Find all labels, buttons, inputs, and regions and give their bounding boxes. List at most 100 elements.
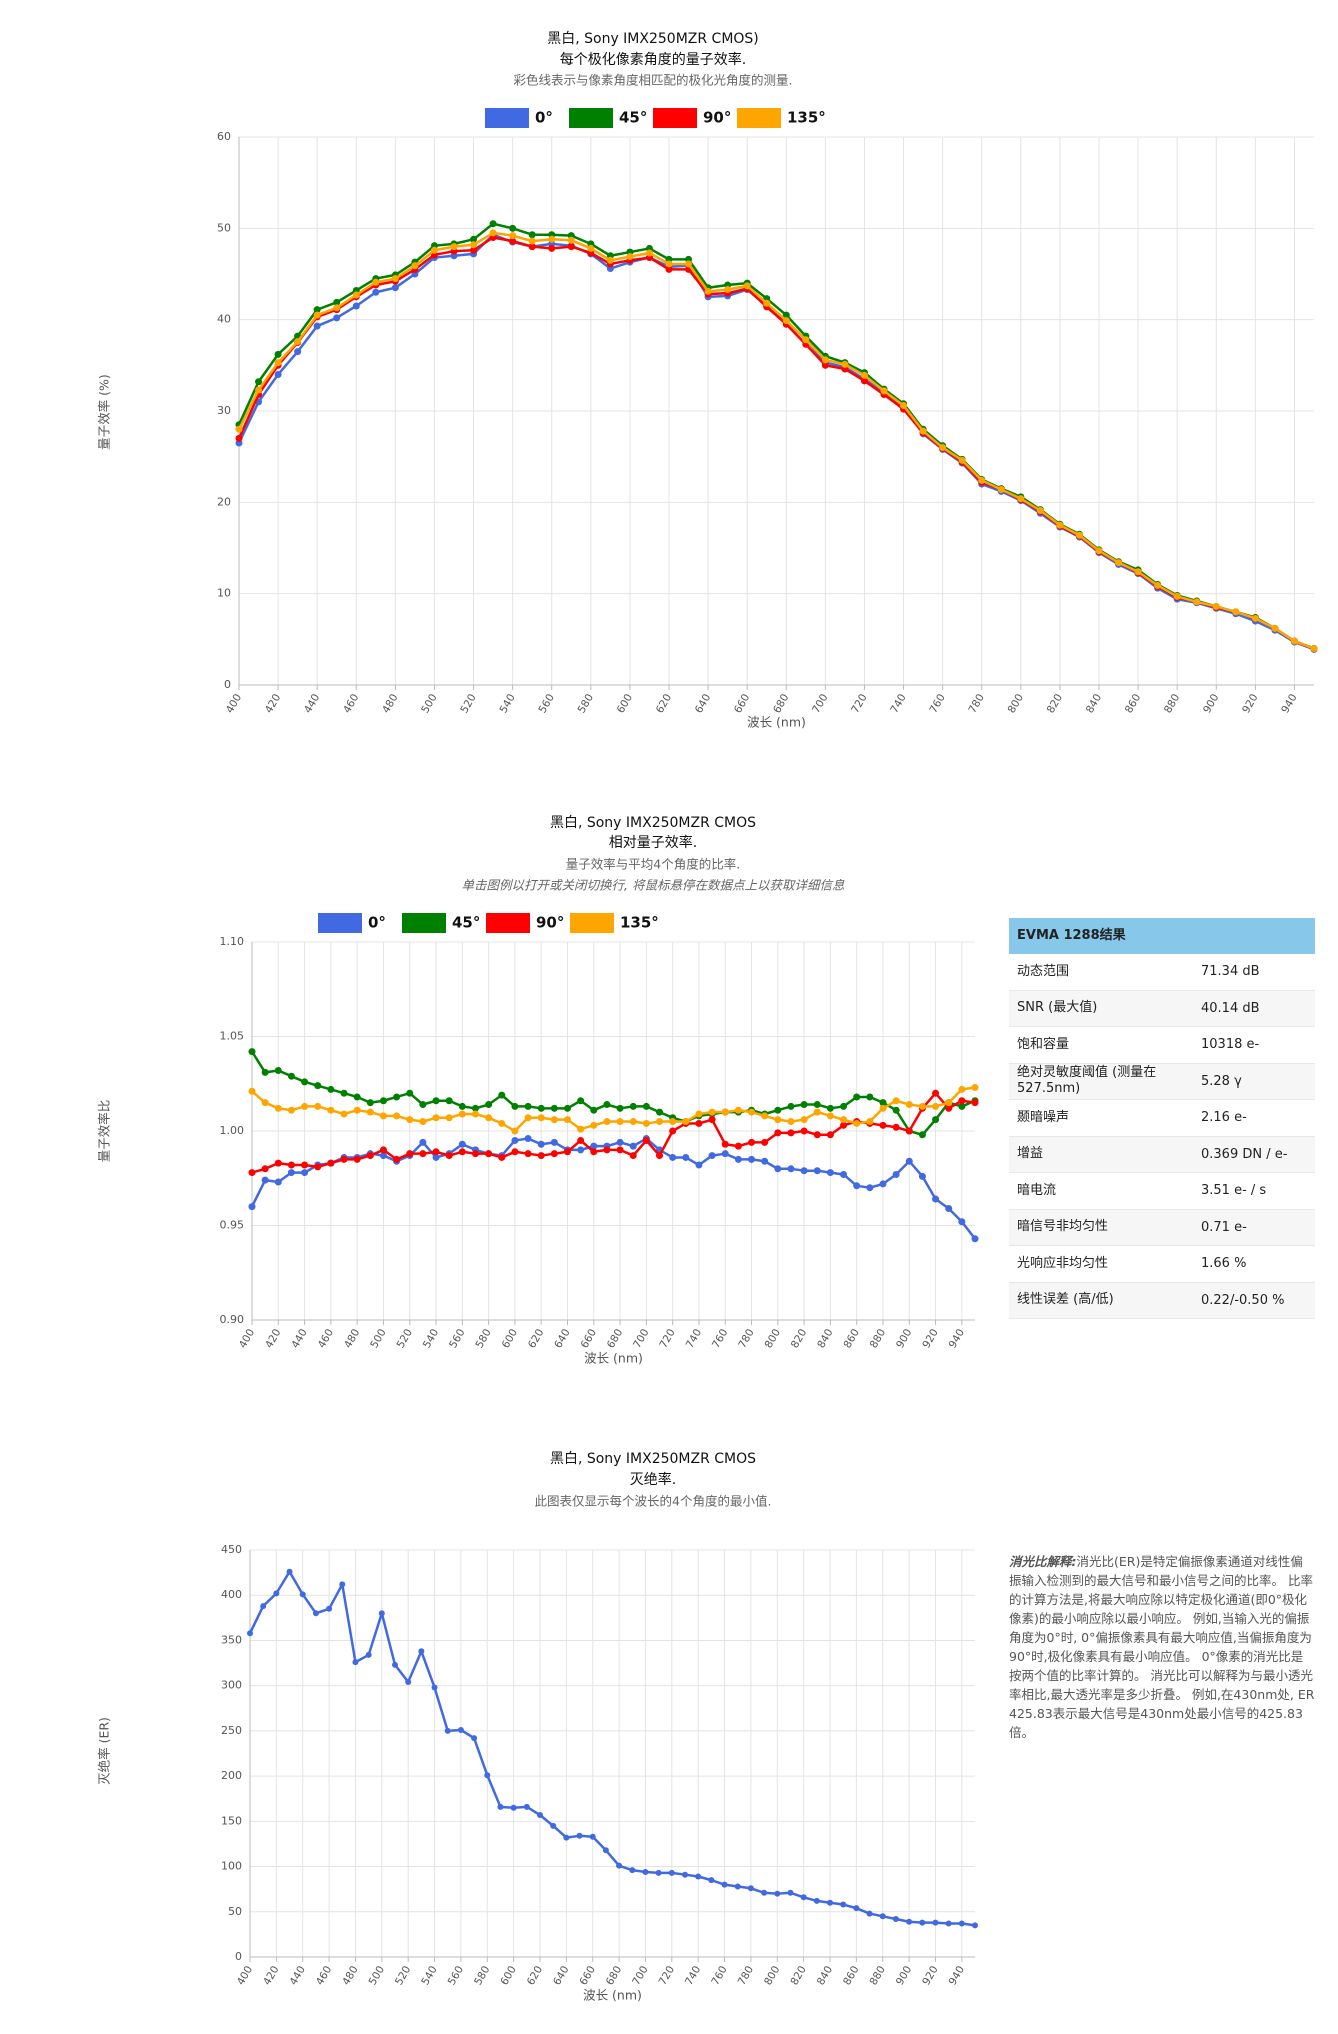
- x-tick-label: 820: [1045, 692, 1065, 715]
- legend-label[interactable]: 135°: [620, 914, 659, 932]
- data-point: [379, 1097, 387, 1105]
- legend-label[interactable]: 45°: [619, 109, 647, 127]
- x-tick-label: 900: [894, 1327, 914, 1350]
- data-point: [708, 1108, 716, 1116]
- x-tick-label: 480: [342, 1327, 362, 1350]
- results-table: EVMA 1288结果 动态范围 71.34 dB SNR (最大值) 40.14 dB…: [1009, 918, 1315, 1319]
- data-point: [419, 1138, 427, 1146]
- x-tick-label: 920: [920, 1327, 940, 1350]
- data-point: [366, 1152, 374, 1160]
- data-point: [261, 1165, 269, 1173]
- x-tick-label: 880: [868, 1327, 888, 1350]
- y-tick-label: 40: [217, 313, 231, 326]
- table-row: 颞暗噪声 2.16 e-: [1009, 1100, 1315, 1137]
- legend-label[interactable]: 135°: [787, 109, 826, 127]
- x-tick-label: 600: [500, 1327, 520, 1350]
- y-tick-label: 0: [224, 678, 231, 691]
- legend-swatch[interactable]: [318, 913, 362, 933]
- data-point: [537, 1104, 545, 1112]
- data-point: [510, 1804, 517, 1811]
- data-point: [945, 1920, 952, 1927]
- x-tick-label: 840: [1084, 692, 1104, 715]
- data-point: [1212, 602, 1220, 610]
- data-point: [763, 299, 771, 307]
- x-tick-label: 400: [237, 1327, 257, 1350]
- data-point: [813, 1897, 820, 1904]
- data-point: [406, 1116, 414, 1124]
- x-tick-label: 780: [736, 1964, 756, 1987]
- data-point: [458, 1140, 466, 1148]
- x-tick-label: 820: [789, 1327, 809, 1350]
- legend-swatch[interactable]: [569, 108, 613, 128]
- x-tick-label: 620: [525, 1964, 545, 1987]
- data-point: [470, 246, 478, 254]
- data-point: [471, 1104, 479, 1112]
- data-point: [589, 1833, 596, 1840]
- x-axis-label: 波长 (nm): [747, 715, 806, 730]
- legend-label[interactable]: 0°: [368, 914, 386, 932]
- y-tick-label: 300: [221, 1679, 242, 1692]
- x-tick-label: 680: [604, 1964, 624, 1987]
- legend-swatch[interactable]: [402, 913, 446, 933]
- legend-swatch[interactable]: [570, 913, 614, 933]
- data-point: [945, 1204, 953, 1212]
- data-point: [841, 360, 849, 368]
- legend-swatch[interactable]: [653, 108, 697, 128]
- table-row: 增益 0.369 DN / e-: [1009, 1136, 1315, 1173]
- data-point: [406, 1150, 414, 1158]
- table-value: 0.71 e-: [1201, 1219, 1247, 1235]
- data-point: [261, 1099, 269, 1107]
- data-point: [787, 1165, 795, 1173]
- chart-description: 此图表仅显示每个波长的4个角度的最小值.: [535, 1494, 772, 1509]
- data-point: [419, 1150, 427, 1158]
- legend-label[interactable]: 45°: [452, 914, 480, 932]
- data-point: [800, 1167, 808, 1175]
- x-tick-label: 500: [419, 692, 439, 715]
- table-row: SNR (最大值) 40.14 dB: [1009, 990, 1315, 1027]
- data-point: [626, 253, 634, 261]
- data-point: [247, 1630, 253, 1637]
- data-point: [997, 486, 1005, 494]
- data-point: [616, 1146, 624, 1154]
- data-point: [563, 1116, 571, 1124]
- x-tick-label: 940: [947, 1327, 967, 1350]
- legend-swatch[interactable]: [485, 108, 529, 128]
- data-point: [457, 1726, 464, 1733]
- data-point: [274, 350, 282, 358]
- x-axis-label: 波长 (nm): [584, 1351, 643, 1366]
- data-point: [489, 220, 497, 228]
- table-row: 饱和容量 10318 e-: [1009, 1027, 1315, 1064]
- legend-label[interactable]: 90°: [703, 109, 731, 127]
- data-point: [411, 262, 419, 270]
- table-value: 40.14 dB: [1201, 1000, 1260, 1016]
- legend-label[interactable]: 0°: [535, 109, 553, 127]
- legend-label[interactable]: 90°: [536, 914, 564, 932]
- data-point: [656, 1152, 664, 1160]
- data-point: [470, 235, 478, 243]
- data-point: [524, 1102, 532, 1110]
- x-tick-label: 720: [657, 1327, 677, 1350]
- data-point: [498, 1091, 506, 1099]
- legend-swatch[interactable]: [486, 913, 530, 933]
- data-point: [616, 1862, 623, 1869]
- data-point: [1173, 592, 1181, 600]
- data-point: [261, 1068, 269, 1076]
- data-point: [708, 1877, 715, 1884]
- data-point: [932, 1102, 940, 1110]
- legend-swatch[interactable]: [737, 108, 781, 128]
- data-point: [550, 1104, 558, 1112]
- data-point: [800, 1127, 808, 1135]
- x-tick-label: 560: [447, 1327, 467, 1350]
- data-point: [761, 1112, 769, 1120]
- data-point: [301, 1102, 309, 1110]
- data-point: [802, 336, 810, 344]
- note-text: 消光比(ER)是特定偏振像素通道对线性偏振输入检测到的最大信号和最小信号之间的比…: [1009, 1554, 1315, 1740]
- x-tick-label: 480: [380, 692, 400, 715]
- data-point: [577, 1097, 585, 1105]
- data-point: [958, 456, 966, 464]
- table-row: 光响应非均匀性 1.66 %: [1009, 1246, 1315, 1283]
- data-point: [800, 1116, 808, 1124]
- data-point: [669, 1127, 677, 1135]
- table-value: 2.16 e-: [1201, 1110, 1247, 1126]
- x-tick-label: 640: [552, 1327, 572, 1350]
